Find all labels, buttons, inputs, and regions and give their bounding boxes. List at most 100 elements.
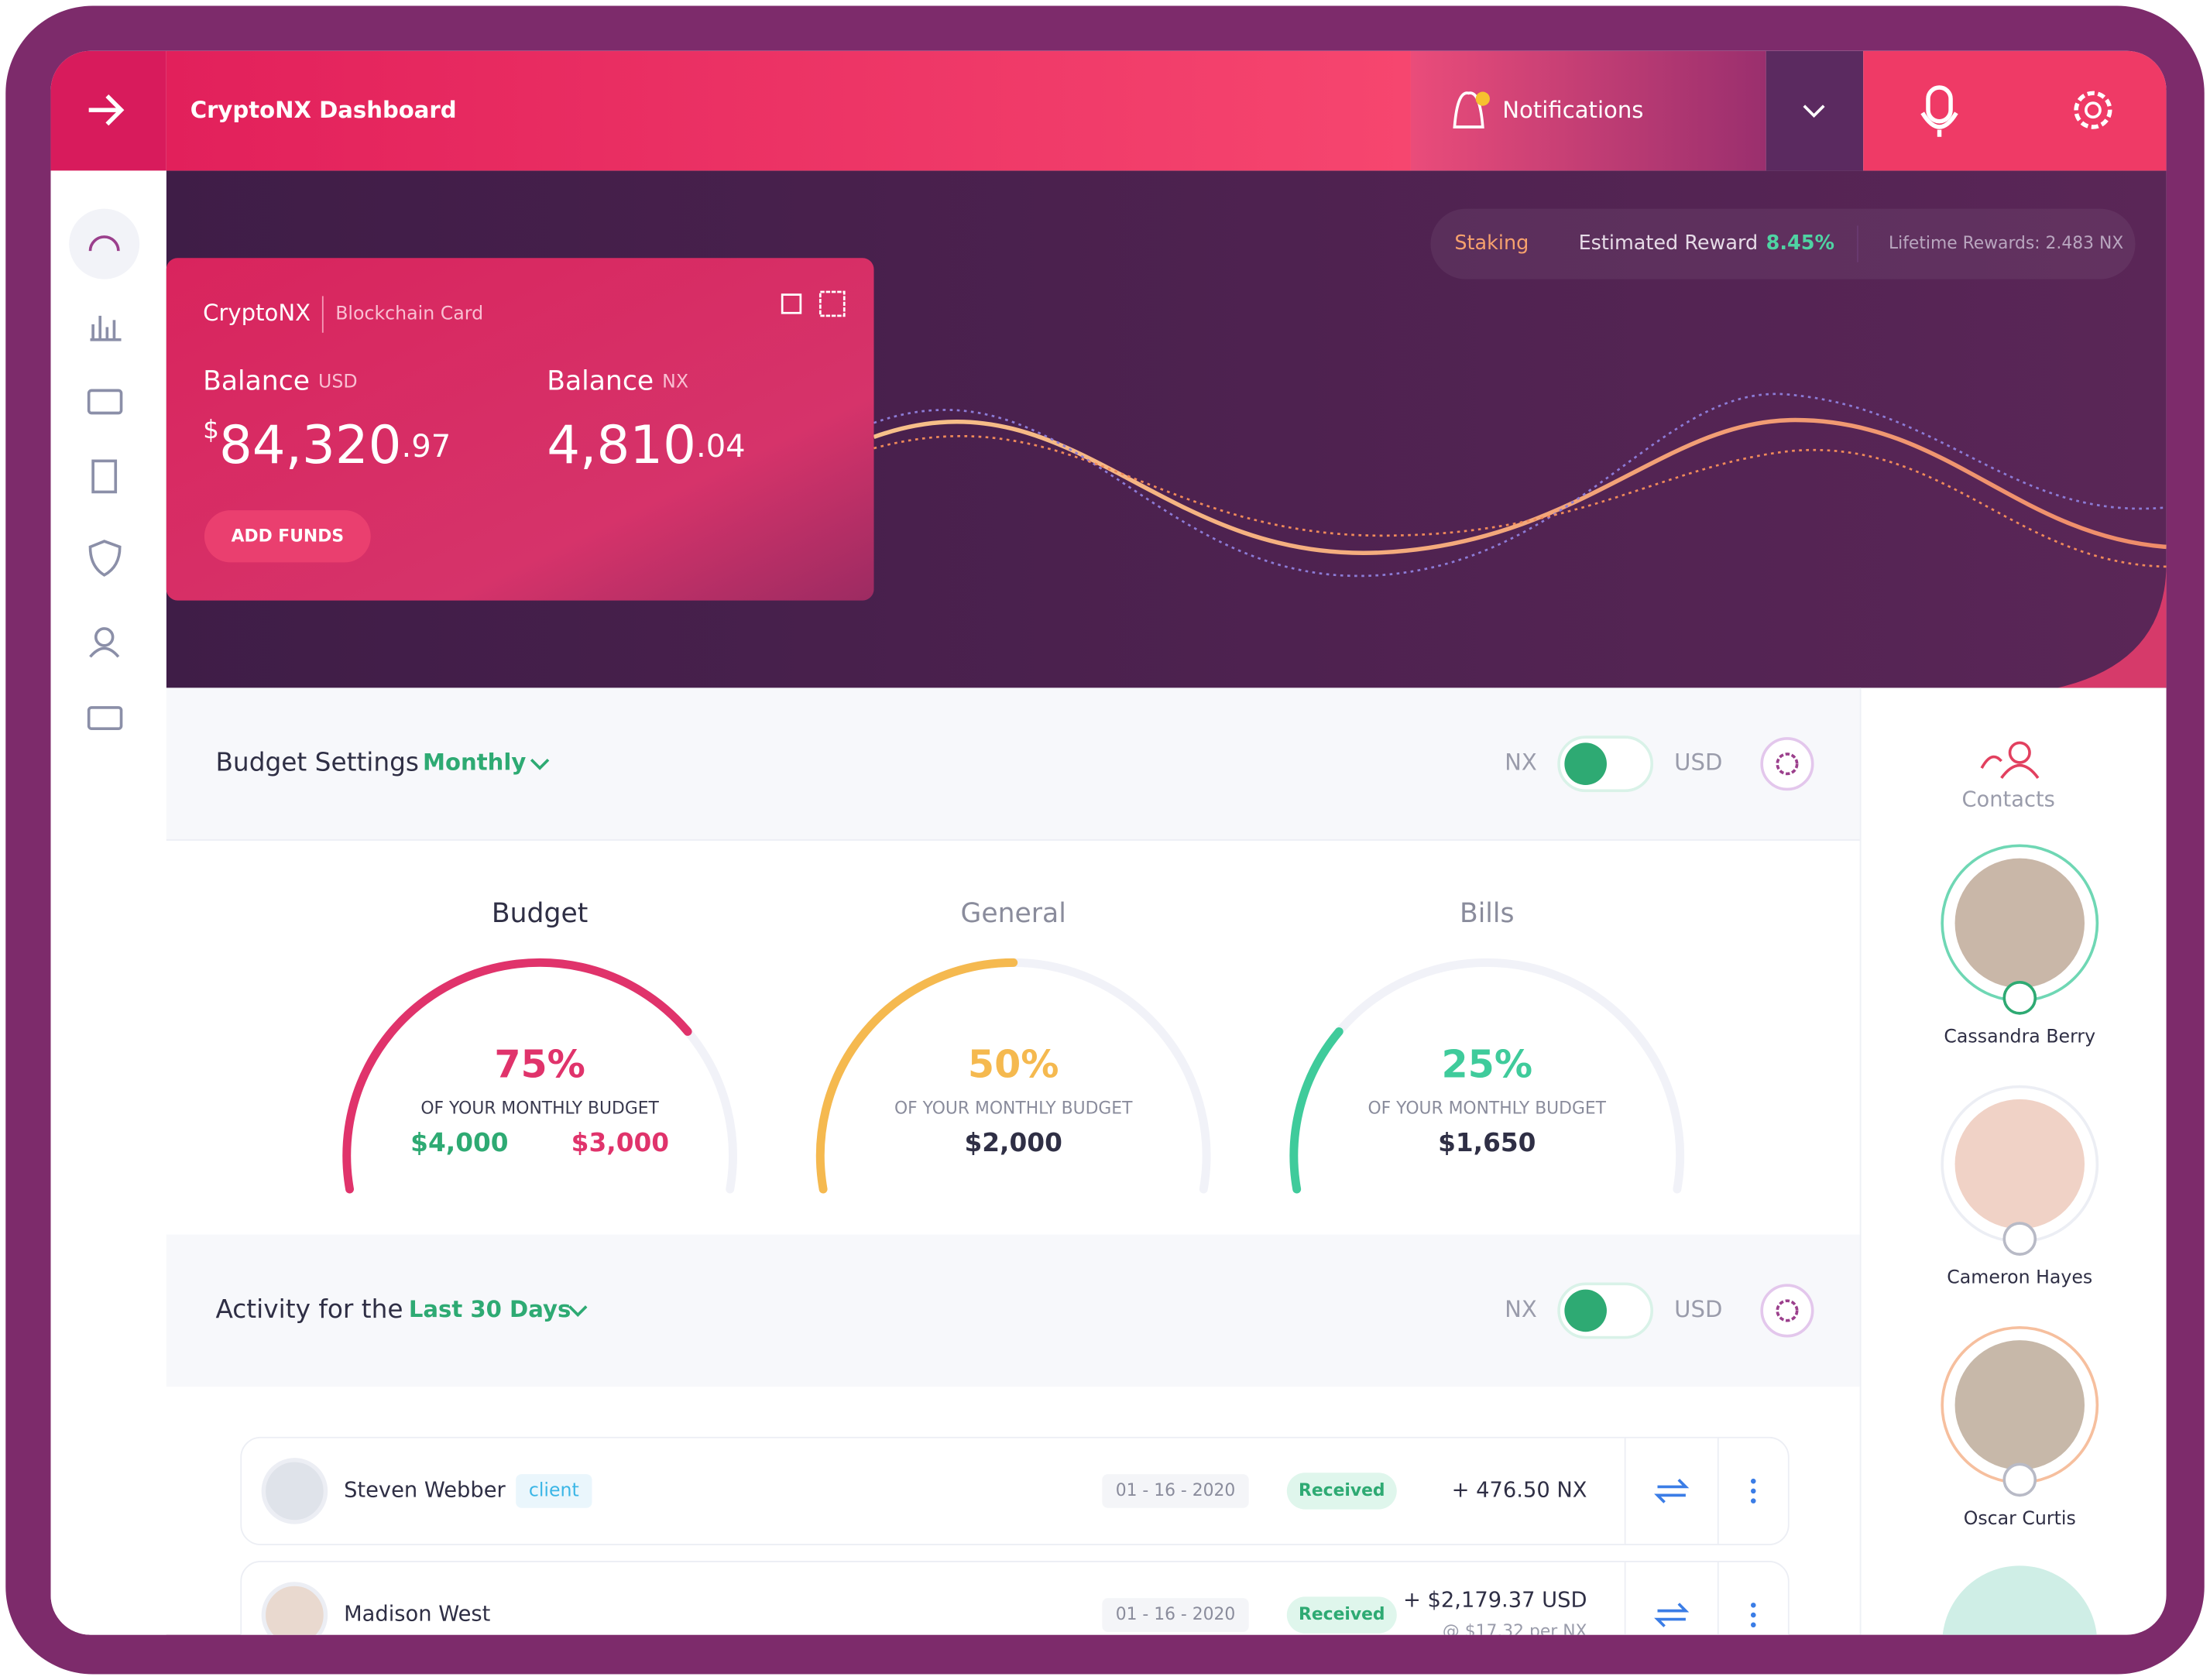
wave-dotted [873,435,2167,568]
arrow-icon [88,94,125,126]
contact-avatar [1954,858,2085,989]
gauge-amount: $3,000 [571,1128,669,1157]
contact-avatar [1942,1565,2098,1635]
notifications-label: Notifications [1502,97,1643,123]
toggle-knob [1564,742,1607,786]
activity-row [240,1436,1790,1545]
activity-row [240,1561,1790,1635]
gauge-caption: OF YOUR MONTHLY BUDGET [894,1099,1133,1119]
gauge-percent: 25% [1441,1042,1532,1087]
currency: $ [203,415,219,444]
avatar [261,1458,328,1524]
status: Received [1299,1481,1385,1500]
gauge-arc [1289,1027,1344,1194]
header-bar [166,50,1411,171]
date-chip [1102,1598,1249,1632]
contact-avatar [1954,1099,2085,1229]
notifications[interactable] [1410,50,1766,171]
gauge-title: General [961,898,1066,929]
gauge-amount: $4,000 [410,1128,508,1157]
gauge-title: Bills [1460,898,1515,929]
settings-icon [1776,753,1799,776]
amount-rate: @ $17.32 per NX [1443,1622,1587,1641]
balance-integer: 4,810 [547,414,696,475]
activity-period[interactable]: Last 30 Days [409,1296,571,1322]
balance-decimals: .04 [696,429,746,465]
status-chip [1286,1473,1397,1510]
exchange-icon[interactable] [1654,1479,1690,1503]
nav-profile[interactable] [94,627,115,647]
mic-icon[interactable] [1926,85,1953,124]
more-dot [1750,1488,1756,1494]
hero-curve [2057,564,2167,688]
settings-icon[interactable] [2074,91,2112,129]
nav-dashboard [88,235,120,252]
chat-badge [2002,1462,2037,1497]
contacts-icon [2008,741,2031,764]
more-dot [1750,1603,1756,1608]
header-actions [1863,50,2167,171]
contacts-title: Contacts [1961,788,2054,812]
nav-active[interactable] [69,208,140,279]
add-funds-label: ADD FUNDS [232,527,344,547]
budget-period[interactable]: Monthly [423,749,526,776]
gauge-amount: $2,000 [964,1128,1062,1157]
settings-icon-center [2085,101,2102,119]
toggle-knob [1564,1289,1607,1332]
activity-title: Activity for the [215,1294,403,1324]
exchange-icon[interactable] [1654,1603,1690,1627]
gauge-caption: OF YOUR MONTHLY BUDGET [420,1099,659,1119]
balance-value: $84,320.97 [203,414,451,475]
settings-icon [1776,1299,1799,1322]
toggle-left: NX [1505,1296,1537,1322]
nav-receipts[interactable] [91,459,118,494]
toggle-right: USD [1674,1296,1722,1322]
nav-messages[interactable] [87,706,123,731]
gauge-arc [815,958,1018,1194]
reward-value: 8.45% [1766,231,1834,255]
lifetime-rewards: Lifetime Rewards: 2.483 NX [1889,234,2123,253]
contacts-icon-body [1980,755,2040,779]
date: 01 - 16 - 2020 [1116,1605,1236,1624]
tag-label: client [529,1479,579,1500]
toggle-left: NX [1505,749,1537,776]
staking-label: Staking [1454,231,1529,255]
badge [1475,91,1490,106]
nav-cards[interactable] [87,389,123,415]
balance-label: Balance NX [547,365,688,396]
amount: + 476.50 NX [1452,1478,1587,1502]
balance-decimals: .97 [402,429,451,465]
dropdown[interactable] [1766,50,1864,171]
header-title: CryptoNX Dashboard [190,97,457,123]
amount: + $2,179.37 USD [1403,1588,1587,1612]
contact-name: Steven Webber [344,1478,506,1502]
chat-badge [2002,1222,2037,1256]
settings-button[interactable] [1760,1284,1814,1338]
balance-label: Balance USD [203,365,357,396]
sidebar [50,170,166,1635]
add-funds-button[interactable] [204,510,371,563]
date-chip [1102,1474,1249,1508]
copy-icon[interactable] [781,293,802,314]
settings-button[interactable] [1760,737,1814,791]
status: Received [1299,1605,1385,1624]
gauge-arc [342,958,692,1194]
budget-title: Budget Settings [215,748,419,777]
balance-label: Balance [547,365,654,396]
contact-name: Cameron Hayes [1947,1267,2092,1288]
mic-stand [1920,111,1958,137]
tag [516,1474,592,1508]
chat-badge [2002,981,2037,1015]
nav-charts[interactable] [90,315,122,341]
balance-value: 4,810.04 [547,414,745,475]
gauge-percent: 75% [494,1042,585,1087]
reward-label: Estimated Reward [1579,231,1759,255]
more-dot [1750,1498,1756,1503]
balance-unit: NX [662,370,688,392]
avatar [261,1582,328,1635]
chevron [1803,105,1825,118]
date: 01 - 16 - 2020 [1116,1481,1236,1500]
qr-icon[interactable] [818,290,846,317]
nav-security[interactable] [88,540,122,577]
